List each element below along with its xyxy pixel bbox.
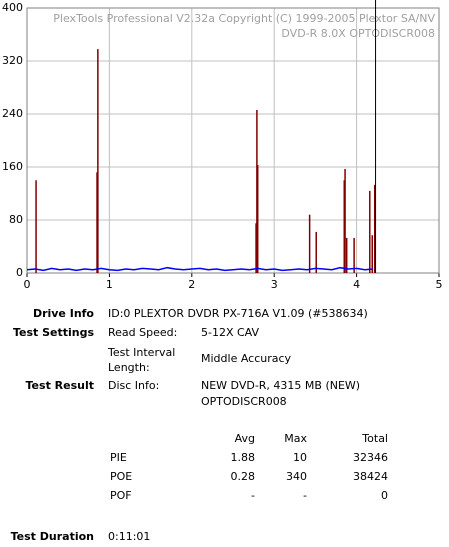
row-label: PIE	[110, 451, 127, 464]
row-label: POE	[110, 470, 133, 483]
field-value: Middle Accuracy	[201, 352, 292, 365]
y-tick-label: 160	[2, 160, 23, 173]
field-value: 0:11:01	[108, 530, 151, 543]
table-cell: -	[251, 489, 255, 502]
field-value: ID:0 PLEXTOR DVDR PX-716A V1.09 (#538634…	[108, 307, 368, 320]
plot-border	[26, 7, 440, 274]
x-tick-label: 3	[271, 278, 278, 291]
chart: PlexTools Professional V2.32a Copyright …	[2, 0, 443, 291]
table-header: Avg	[234, 432, 255, 445]
y-tick-label: 240	[2, 107, 23, 120]
section-label: Test Duration	[10, 530, 94, 543]
table-cell: 340	[286, 470, 307, 483]
x-tick-label: 4	[353, 278, 360, 291]
table-cell: 38424	[353, 470, 388, 483]
field-label: Disc Info:	[108, 379, 160, 392]
table-cell: 1.88	[230, 451, 256, 464]
y-tick-label: 0	[16, 266, 23, 279]
table-cell: 32346	[353, 451, 388, 464]
field-value: 5-12X CAV	[201, 326, 260, 339]
y-tick-label: 80	[9, 213, 23, 226]
section-label: Test Settings	[12, 326, 94, 339]
error-line	[26, 266, 374, 272]
annotation: PlexTools Professional V2.32a Copyright …	[53, 12, 435, 25]
y-tick-label: 320	[2, 54, 23, 67]
table-header: Max	[284, 432, 307, 445]
table-cell: 0	[381, 489, 388, 502]
table-cell: 10	[293, 451, 307, 464]
annotation: DVD-R 8.0X OPTODISCR008	[281, 27, 435, 40]
table-cell: -	[303, 489, 307, 502]
field-label: Read Speed:	[108, 326, 178, 339]
plot-area	[27, 8, 439, 273]
y-tick-label: 400	[2, 1, 23, 14]
section-label: Drive Info	[32, 307, 94, 320]
x-tick-label: 2	[188, 278, 195, 291]
row-label: POF	[110, 489, 132, 502]
table-header: Total	[362, 432, 388, 445]
section-label: Test Result	[25, 379, 94, 392]
x-tick-label: 5	[436, 278, 443, 291]
x-tick-label: 1	[106, 278, 113, 291]
x-tick-label: 0	[24, 278, 31, 291]
field-label: Test Interval Length:	[108, 346, 176, 374]
field-value: NEW DVD-R, 4315 MB (NEW) OPTODISCR008	[201, 379, 361, 408]
table-cell: 0.28	[230, 470, 256, 483]
